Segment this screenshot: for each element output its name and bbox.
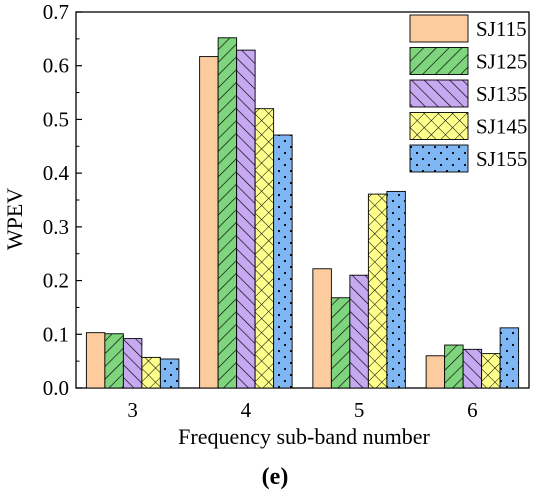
x-tick-label: 4 [241,398,252,422]
bar-sj125-5 [330,297,351,389]
y-tick-label: 0.6 [43,54,69,78]
y-tick-label: 0.3 [43,215,69,239]
bar-sj145-6 [481,353,501,389]
bar-sj135-5 [349,274,369,389]
bar-sj155-6 [499,327,520,389]
bar-sj125-6 [444,344,464,389]
legend-label-sj115: SJ115 [476,17,527,41]
y-tick-label: 0.0 [43,376,69,400]
bar-sj115-6 [425,355,446,389]
y-axis-title: WPEV [2,188,27,250]
bar-sj115-4 [199,56,219,389]
x-tick-label: 5 [354,398,365,422]
y-tick-label: 0.1 [43,322,69,346]
bar-sj145-5 [367,193,388,389]
bars-group [85,37,520,389]
bar-sj155-4 [273,134,293,389]
legend: SJ115 SJ125 SJ135 SJ145 SJ155 [409,14,527,173]
bar-sj135-6 [462,348,483,389]
bar-sj115-3 [85,332,106,389]
y-tick-label: 0.7 [43,0,69,24]
legend-swatch-sj135 [409,79,469,108]
y-tick-label: 0.2 [43,269,69,293]
bar-sj115-5 [312,268,332,389]
y-tick-label: 0.5 [43,107,69,131]
x-tick-label: 6 [467,398,478,422]
legend-swatch-sj125 [409,47,469,75]
bar-sj145-3 [141,356,161,389]
panel-label: (e) [262,464,289,490]
legend-swatch-sj155 [409,144,469,173]
bar-sj155-5 [386,190,406,389]
bar-sj155-3 [159,358,180,389]
y-axis: 0.0 0.1 0.2 0.3 0.4 0.5 0.6 0.7 [43,0,82,400]
bar-sj145-4 [254,108,275,389]
legend-label-sj135: SJ135 [476,82,527,106]
bar-sj135-3 [122,338,143,389]
bar-sj135-4 [236,49,256,389]
legend-label-sj145: SJ145 [476,115,527,139]
x-axis-title: Frequency sub-band number [178,424,430,449]
x-tick-label: 3 [127,398,138,422]
legend-swatch-sj145 [409,112,469,140]
legend-swatch-sj115 [409,14,469,43]
y-tick-label: 0.4 [43,161,70,185]
bar-sj125-4 [217,37,238,389]
legend-label-sj155: SJ155 [476,147,527,171]
bar-sj125-3 [104,333,124,389]
legend-label-sj125: SJ125 [476,50,527,74]
